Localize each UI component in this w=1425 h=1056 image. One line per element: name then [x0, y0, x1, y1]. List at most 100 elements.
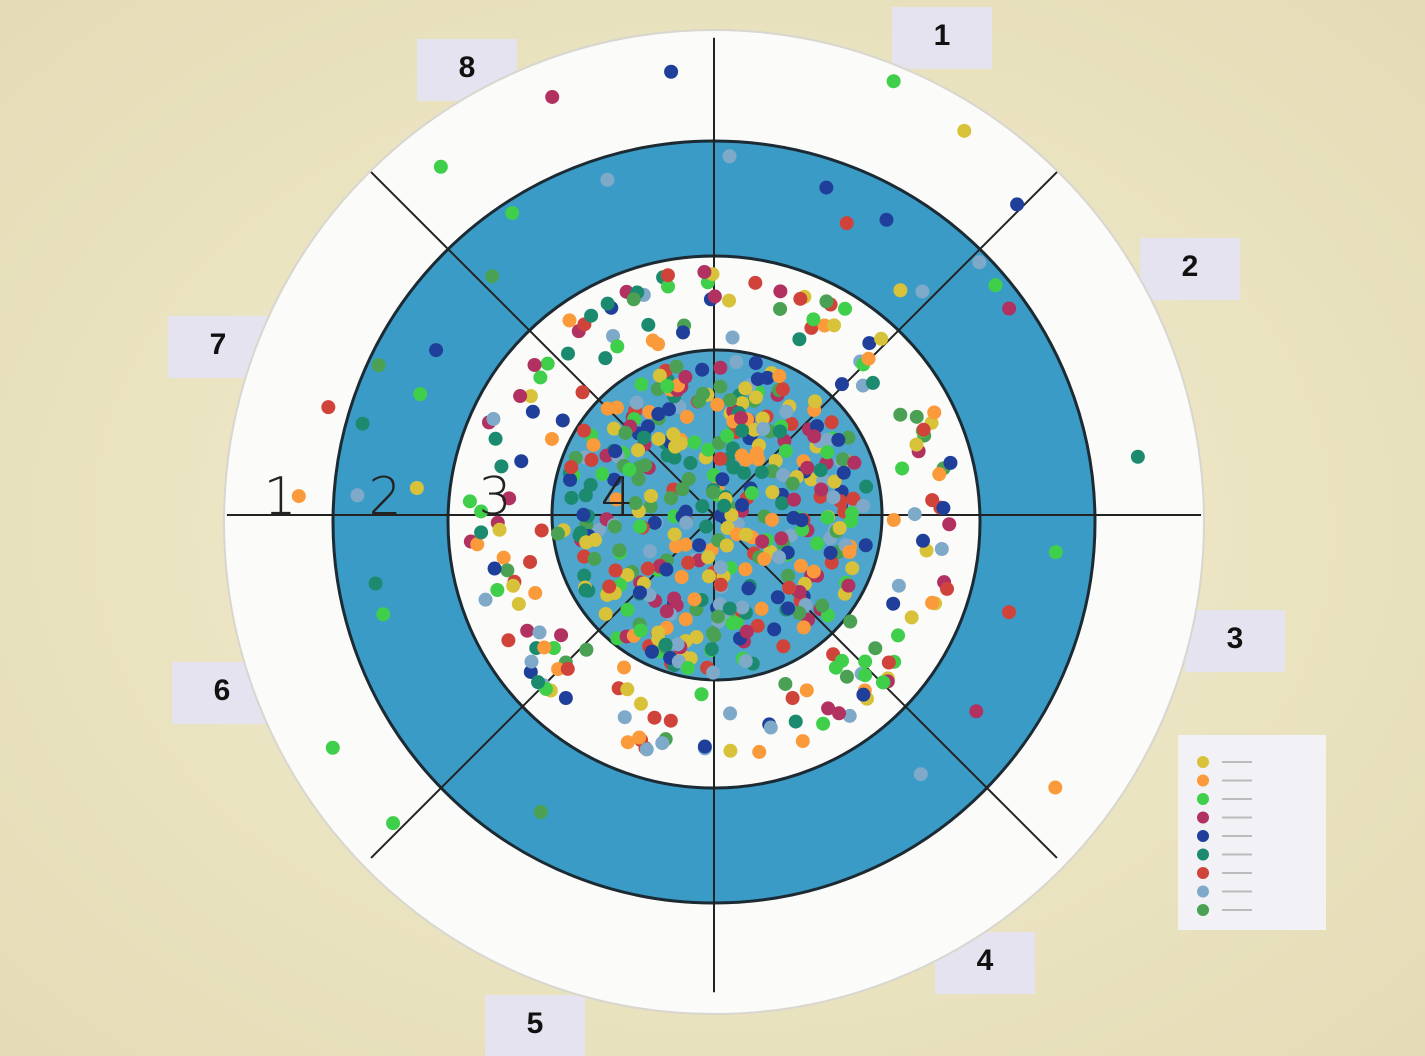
- sticker-dot: [909, 438, 923, 452]
- sticker-dot: [767, 622, 781, 636]
- sticker-dot: [683, 456, 697, 470]
- sticker-dot: [413, 387, 427, 401]
- sticker-dot: [829, 661, 843, 675]
- sticker-dot: [840, 216, 854, 230]
- sticker-dot: [726, 331, 740, 345]
- sticker-dot: [760, 371, 774, 385]
- sticker-dot: [819, 181, 833, 195]
- sticker-dot: [807, 565, 821, 579]
- sticker-dot: [816, 717, 830, 731]
- legend-swatch: [1197, 812, 1209, 824]
- sticker-dot: [717, 499, 731, 513]
- sticker-dot: [917, 423, 931, 437]
- sticker-dot: [618, 710, 632, 724]
- sticker-dot: [633, 520, 647, 534]
- sticker-dot: [741, 581, 755, 595]
- sticker-dot: [914, 767, 928, 781]
- sticker-dot: [720, 429, 734, 443]
- sticker-dot: [781, 569, 795, 583]
- sticker-dot: [711, 610, 725, 624]
- sticker-dot: [699, 520, 713, 534]
- legend-swatch: [1197, 886, 1209, 898]
- sticker-dot: [827, 318, 841, 332]
- legend-line: [1222, 761, 1252, 763]
- sticker-dot: [533, 370, 547, 384]
- sticker-dot: [722, 294, 736, 308]
- sticker-dot: [787, 493, 801, 507]
- sticker-dot: [972, 255, 986, 269]
- sticker-dot: [697, 265, 711, 279]
- sticker-dot: [796, 734, 810, 748]
- sticker-dot: [842, 545, 856, 559]
- sticker-dot: [505, 206, 519, 220]
- sticker-dot: [841, 579, 855, 593]
- sticker-dot: [528, 358, 542, 372]
- sticker-dot: [531, 675, 545, 689]
- sticker-dot: [429, 343, 443, 357]
- sticker-dot: [814, 482, 828, 496]
- sticker-dot: [559, 691, 573, 705]
- sticker-dot: [434, 160, 448, 174]
- sticker-dot: [486, 412, 500, 426]
- sticker-dot: [771, 590, 785, 604]
- sticker-dot: [506, 579, 520, 593]
- sector-label: 1: [934, 19, 951, 52]
- sticker-dot: [892, 579, 906, 593]
- sticker-dot: [579, 488, 593, 502]
- sticker-dot: [576, 385, 590, 399]
- sticker-dot: [610, 339, 624, 353]
- sticker-dot: [701, 550, 715, 564]
- sector-label: 3: [1227, 622, 1244, 655]
- sticker-dot: [969, 704, 983, 718]
- sticker-dot: [773, 424, 787, 438]
- sticker-dot: [668, 440, 682, 454]
- sticker-dot: [664, 65, 678, 79]
- sticker-dot: [647, 711, 661, 725]
- sticker-dot: [840, 670, 854, 684]
- sticker-dot: [710, 398, 724, 412]
- sticker-dot: [619, 426, 633, 440]
- sticker-dot: [847, 456, 861, 470]
- sticker-dot: [936, 501, 950, 515]
- sticker-dot: [940, 582, 954, 596]
- sticker-dot: [634, 377, 648, 391]
- sticker-dot: [774, 531, 788, 545]
- legend-line: [1222, 872, 1252, 874]
- sticker-dot: [794, 559, 808, 573]
- sticker-dot: [764, 721, 778, 735]
- sticker-dot: [600, 173, 614, 187]
- sticker-dot: [837, 466, 851, 480]
- sticker-dot: [528, 586, 542, 600]
- sticker-dot: [520, 624, 534, 638]
- sticker-dot: [692, 394, 706, 408]
- sticker-dot: [679, 612, 693, 626]
- sticker-dot: [688, 435, 702, 449]
- sticker-dot: [479, 593, 493, 607]
- sticker-dot: [739, 654, 753, 668]
- sticker-dot: [579, 643, 593, 657]
- sticker-dot: [1002, 301, 1016, 315]
- sticker-dot: [988, 278, 1002, 292]
- sticker-dot: [640, 742, 654, 756]
- photo-scene: 12345678 1234: [0, 0, 1425, 1056]
- sticker-dot: [797, 620, 811, 634]
- sticker-dot: [819, 294, 833, 308]
- sticker-dot: [497, 551, 511, 565]
- sticker-dot: [723, 706, 737, 720]
- legend-swatch: [1197, 904, 1209, 916]
- sticker-dot: [835, 377, 849, 391]
- sticker-dot: [669, 360, 683, 374]
- sticker-dot: [410, 481, 424, 495]
- sticker-dot: [664, 491, 678, 505]
- ring-label: 4: [600, 467, 633, 527]
- sticker-dot: [776, 382, 790, 396]
- sticker-dot: [838, 302, 852, 316]
- sticker-dot: [535, 523, 549, 537]
- legend-line: [1222, 817, 1252, 819]
- sticker-dot: [706, 485, 720, 499]
- sticker-dot: [792, 332, 806, 346]
- sticker-dot: [833, 521, 847, 535]
- sticker-dot: [501, 633, 515, 647]
- sticker-dot: [916, 534, 930, 548]
- sticker-dot: [523, 555, 537, 569]
